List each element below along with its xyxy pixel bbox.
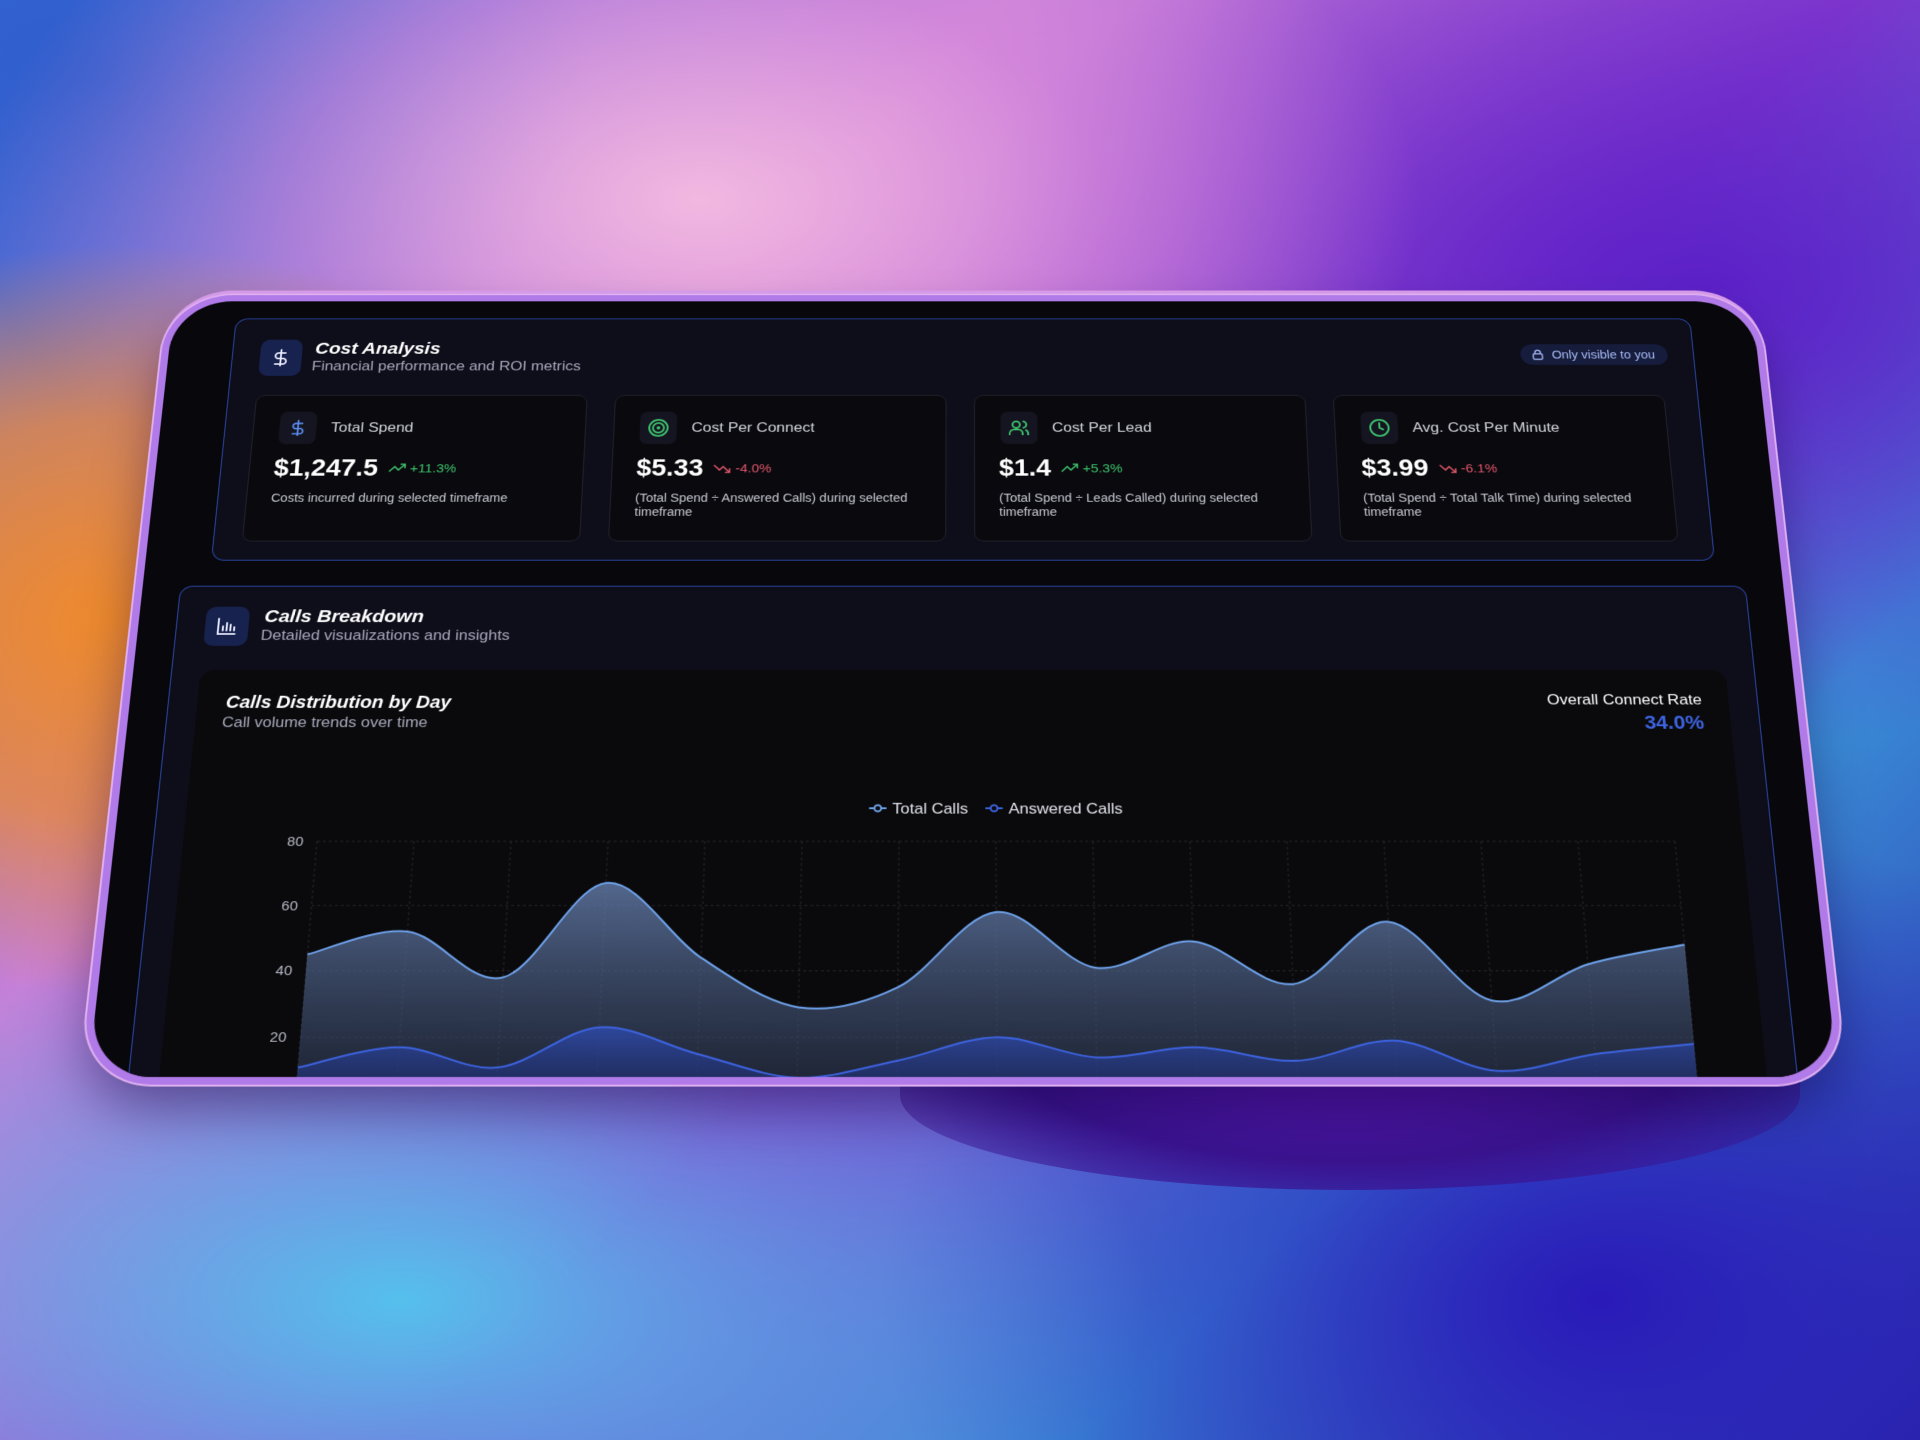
metric-value: $1.4	[998, 455, 1052, 482]
trend-icon	[387, 462, 406, 475]
legend-swatch-dot	[874, 805, 881, 811]
panel-subtitle: Financial performance and ROI metrics	[311, 358, 582, 374]
breakdown-panel: Calls Breakdown Detailed visualizations …	[122, 585, 1804, 1077]
badge-text: Only visible to you	[1551, 348, 1656, 361]
y-tick-label: 60	[281, 899, 299, 914]
cost-panel: Cost Analysis Financial performance and …	[210, 318, 1716, 561]
legend: Total Calls Answered Calls	[869, 800, 1123, 817]
panel-title: Cost Analysis	[314, 339, 442, 358]
legend-item: Total Calls	[869, 800, 968, 817]
metric-change: +5.3%	[1060, 461, 1122, 476]
area-fill	[294, 1027, 1700, 1077]
metric-description: (Total Spend ÷ Total Talk Time) during s…	[1362, 491, 1633, 519]
metric-card: Total Spend $1,247.5 +11.3% Costs incurr…	[241, 395, 588, 542]
icon	[269, 348, 293, 367]
chart-title: Calls Distribution by Day	[225, 693, 453, 713]
metric-description: Costs incurred during selected timeframe	[270, 491, 508, 505]
metric-value: $1,247.5	[272, 455, 380, 482]
metric-card: Cost Per Lead $1.4 +5.3% (Total Spend ÷ …	[973, 395, 1313, 542]
legend-item: Answered Calls	[985, 800, 1123, 817]
metric-card: Avg. Cost Per Minute $3.99 -6.1% (Total …	[1332, 395, 1679, 542]
icon	[214, 616, 239, 636]
legend-label: Total Calls	[892, 800, 968, 817]
metric-label: Avg. Cost Per Minute	[1411, 419, 1561, 436]
metric-icon	[1360, 411, 1399, 444]
metric-value: $5.33	[635, 455, 704, 482]
y-tick-label: 20	[269, 1030, 287, 1045]
trend-icon	[1438, 462, 1457, 475]
metric-label: Cost Per Lead	[1051, 419, 1152, 436]
chart-card: Calls Distribution by Day Call volume tr…	[133, 669, 1793, 1077]
trend-icon	[713, 462, 732, 475]
icon-chart	[203, 606, 251, 646]
legend-label: Answered Calls	[1009, 800, 1123, 817]
metric-change: +11.3%	[387, 461, 457, 476]
metric-icon	[639, 411, 678, 444]
chart: Calls Distribution by Day Call volume tr…	[221, 691, 1705, 1077]
legend-swatch-dot	[991, 805, 998, 811]
kpi-value: 34.0%	[1643, 712, 1705, 733]
metric-value: $3.99	[1360, 455, 1430, 482]
device: Cost Analysis Financial performance and …	[88, 301, 1838, 1077]
y-tick-label: 80	[287, 835, 304, 850]
y-tick-label: 40	[275, 964, 293, 979]
panel-title: Calls Breakdown	[263, 606, 425, 627]
metric-icon	[1000, 411, 1038, 444]
icon-dollar	[258, 339, 304, 376]
metric-card: Cost Per Connect $5.33 -4.0% (Total Spen…	[607, 395, 947, 542]
metric-description: (Total Spend ÷ Leads Called) during sele…	[999, 491, 1259, 519]
panel-subtitle: Detailed visualizations and insights	[260, 627, 511, 644]
metric-icon	[278, 411, 318, 444]
metric-change: -6.1%	[1438, 462, 1498, 476]
metric-change: -4.0%	[713, 462, 772, 476]
metric-label: Cost Per Connect	[691, 419, 815, 436]
kpi-label: Overall Connect Rate	[1546, 691, 1702, 708]
lock-icon	[1531, 349, 1545, 360]
visibility-badge: Only visible to you	[1520, 344, 1669, 365]
metric-description: (Total Spend ÷ Answered Calls) during se…	[634, 491, 908, 519]
metric-label: Total Spend	[330, 419, 414, 436]
trend-icon	[1060, 462, 1079, 475]
chart-subtitle: Call volume trends over time	[221, 714, 428, 731]
